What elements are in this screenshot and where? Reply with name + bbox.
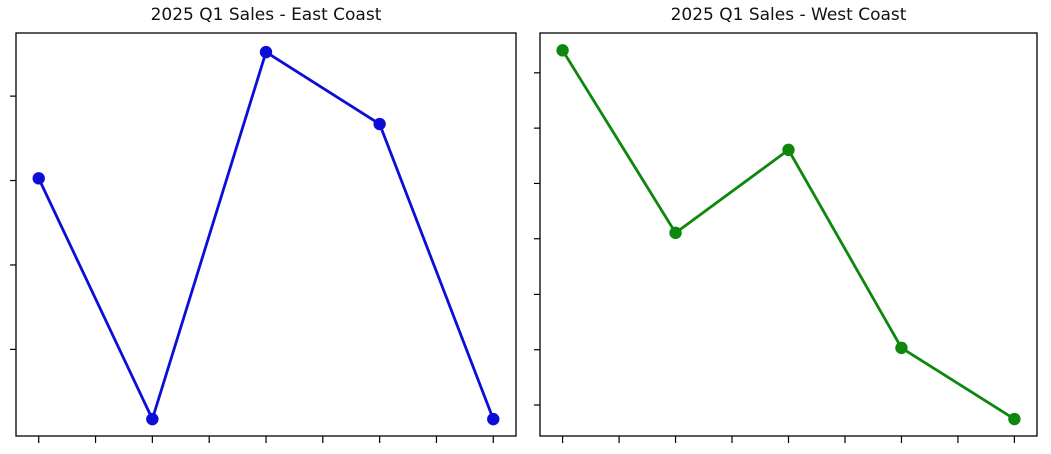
data-point-marker	[895, 341, 908, 355]
subplot-title-east-coast: 2025 Q1 Sales - East Coast	[150, 5, 382, 25]
data-point-marker	[146, 412, 159, 426]
data-point-marker	[782, 143, 795, 157]
sales-line	[561, 48, 1016, 421]
plot-frame	[15, 32, 517, 437]
plot-frame	[539, 32, 1038, 437]
data-point-marker	[32, 172, 45, 185]
data-point-marker	[669, 226, 682, 240]
data-point-marker	[259, 45, 273, 59]
data-point-marker	[1008, 412, 1021, 426]
data-point-marker	[373, 117, 386, 131]
data-point-marker	[556, 44, 569, 57]
subplot-title-west-coast: 2025 Q1 Sales - West Coast	[670, 5, 907, 25]
sales-line	[37, 50, 495, 421]
data-point-marker	[487, 412, 500, 426]
